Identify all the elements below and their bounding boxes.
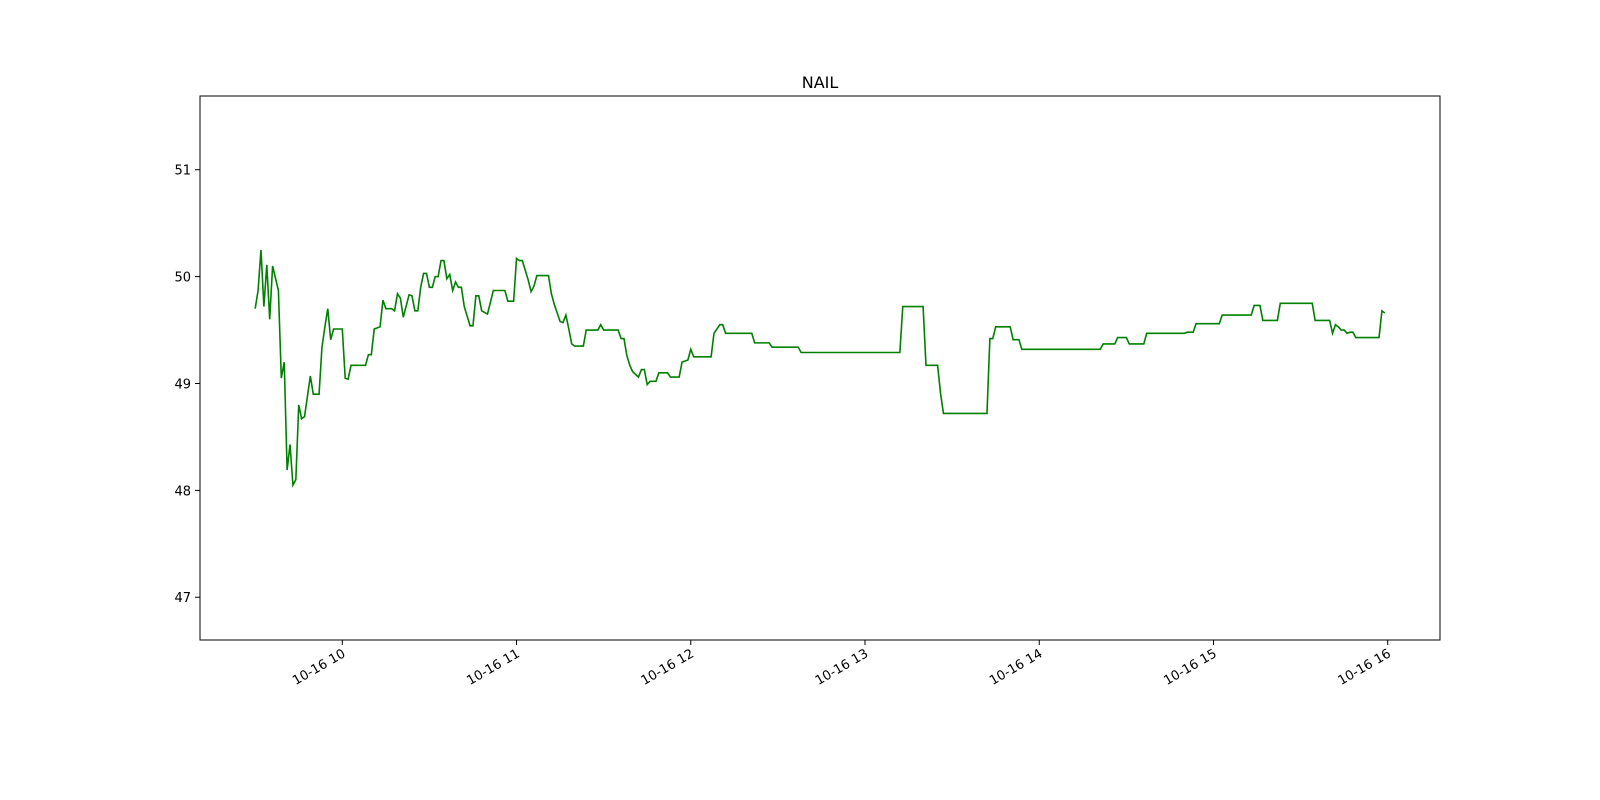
- y-tick-label: 51: [174, 164, 191, 179]
- y-tick-label: 47: [174, 591, 191, 606]
- x-tick-label: 10-16 16: [1336, 646, 1394, 688]
- x-tick-label: 10-16 12: [639, 646, 697, 688]
- plot-frame: [199, 95, 1441, 641]
- y-tick-label: 48: [174, 484, 191, 499]
- y-tick-label: 50: [174, 271, 191, 286]
- x-tick-label: 10-16 13: [813, 646, 871, 688]
- x-tick-label: 10-16 10: [290, 646, 348, 688]
- chart-title: NAIL: [802, 73, 839, 92]
- x-tick-label: 10-16 15: [1161, 646, 1219, 688]
- y-tick-label: 49: [174, 377, 191, 392]
- x-tick-label: 10-16 14: [987, 646, 1045, 688]
- x-tick-label: 10-16 11: [464, 646, 522, 688]
- price-line: [254, 249, 1386, 488]
